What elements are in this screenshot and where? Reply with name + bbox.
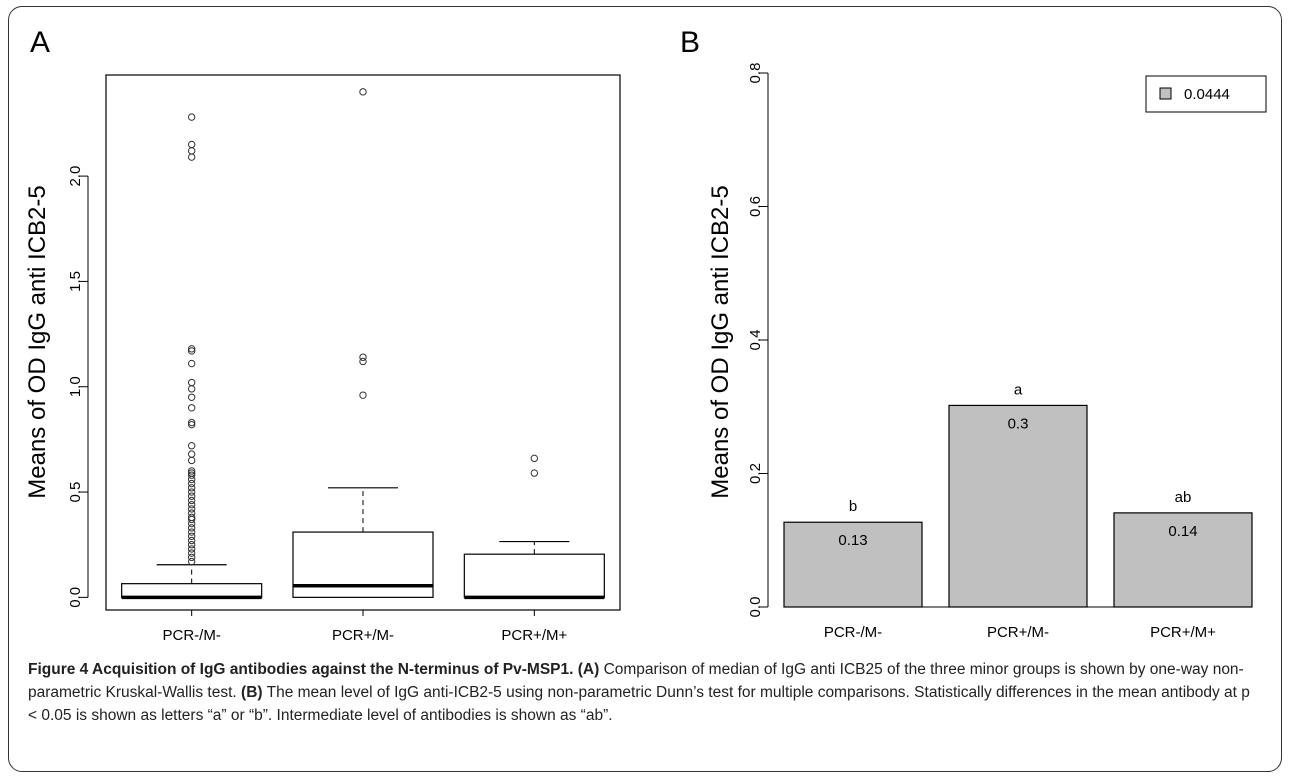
- figure-svg: A 0.0 0.5 1.0 1.5 2.0 PCR-/M- PCR+/M- PCR+/M+ …: [24, 26, 1267, 644]
- outlier-point: [187, 545, 196, 553]
- outlier-point: [187, 467, 196, 475]
- panel-a-y-axis-label: Means of OD IgG anti ICB2-5: [24, 185, 51, 498]
- y-tick-label: 0.4: [747, 330, 764, 351]
- outlier-point: [187, 496, 196, 505]
- significance-letter: a: [1014, 381, 1023, 398]
- outlier-point: [187, 385, 196, 393]
- legend-label: 0.0444: [1184, 86, 1230, 103]
- significance-letter: b: [849, 498, 857, 515]
- x-tick-label: PCR-/M-: [824, 624, 882, 641]
- y-tick-label: 0.8: [747, 63, 764, 84]
- y-tick-label: 1.5: [67, 271, 84, 292]
- outlier-point: [359, 88, 367, 96]
- caption-a-tag: (A): [577, 661, 600, 678]
- outlier-point: [187, 456, 196, 465]
- outlier-point: [187, 147, 196, 155]
- outlier-point: [187, 359, 196, 368]
- bar-value-label: 0.13: [838, 532, 867, 549]
- outlier-point: [187, 347, 196, 355]
- outlier-point: [187, 505, 196, 513]
- bar-value-label: 0.3: [1008, 415, 1029, 432]
- panel-b-letter: B: [680, 26, 700, 59]
- figure-frame: [8, 6, 1282, 772]
- caption-title: Figure 4 Acquisition of IgG antibodies a…: [28, 661, 574, 678]
- significance-letter: ab: [1175, 489, 1192, 506]
- outlier-point: [187, 549, 196, 557]
- outlier-point: [359, 357, 367, 366]
- outlier-point: [187, 479, 196, 488]
- outlier-point: [187, 378, 196, 387]
- outlier-point: [530, 469, 539, 477]
- x-tick-label: PCR+/M-: [987, 624, 1049, 641]
- legend-swatch: [1159, 87, 1172, 100]
- outlier-point: [187, 404, 196, 412]
- outlier-point: [187, 528, 196, 536]
- outlier-point: [530, 454, 539, 463]
- x-tick-label: PCR+/M+: [1150, 624, 1216, 641]
- panel-b-bars: 0.13 b 0.3 a 0.14 ab: [783, 381, 1253, 608]
- outlier-point: [187, 553, 196, 562]
- y-tick-label: 1.0: [67, 376, 84, 397]
- outlier-point: [187, 536, 196, 545]
- outlier-point: [187, 420, 196, 429]
- panel-b-y-axis-label: Means of OD IgG anti ICB2-5: [707, 185, 734, 498]
- outlier-point: [187, 500, 196, 509]
- panel-a-letter: A: [30, 26, 50, 59]
- box-PCR-/M-: [121, 113, 263, 600]
- panel-b-x-axis: PCR-/M- PCR+/M- PCR+/M+: [824, 624, 1216, 641]
- y-tick-label: 0.5: [67, 482, 84, 503]
- outlier-point: [187, 442, 196, 450]
- box-PCR+/M-: [292, 88, 434, 598]
- outlier-point: [187, 113, 196, 121]
- outlier-point: [187, 475, 196, 484]
- box-iqr: [292, 531, 434, 598]
- outlier-point: [187, 393, 196, 401]
- y-tick-label: 0.2: [747, 463, 764, 484]
- outlier-point: [187, 532, 196, 540]
- outlier-point: [187, 524, 196, 532]
- bar-PCR+/M-: [948, 404, 1088, 608]
- panel-a-boxes: [121, 88, 605, 600]
- box-iqr: [121, 583, 263, 598]
- outlier-point: [187, 471, 196, 479]
- x-tick-label: PCR+/M+: [501, 627, 567, 644]
- box-iqr: [463, 553, 605, 598]
- outlier-point: [359, 353, 367, 361]
- caption-b-tag: (B): [241, 684, 263, 701]
- outlier-point: [359, 391, 367, 399]
- outlier-point: [187, 450, 196, 458]
- bar-PCR-/M-: [783, 521, 923, 608]
- panel-a-boxplot: 0.0 0.5 1.0 1.5 2.0 PCR-/M- PCR+/M- PCR+/M+ Me…: [24, 74, 621, 644]
- outlier-point: [187, 515, 196, 524]
- x-tick-label: PCR+/M-: [332, 627, 394, 644]
- outlier-point: [187, 140, 196, 149]
- box-PCR+/M+: [463, 454, 605, 600]
- y-tick-label: 2.0: [67, 166, 84, 187]
- y-tick-label: 0.6: [747, 196, 764, 217]
- figure-caption: Figure 4 Acquisition of IgG antibodies a…: [28, 658, 1262, 727]
- outlier-point: [187, 519, 196, 528]
- outlier-point: [187, 488, 196, 496]
- y-tick-label: 0.0: [747, 597, 764, 618]
- outlier-point: [187, 541, 196, 549]
- bar-PCR+/M+: [1113, 512, 1253, 608]
- bar-value-label: 0.14: [1168, 523, 1197, 540]
- x-tick-label: PCR-/M-: [163, 627, 221, 644]
- y-tick-label: 0.0: [67, 587, 84, 608]
- outlier-point: [187, 492, 196, 500]
- outlier-point: [187, 418, 196, 427]
- panel-b-y-axis: 0.0 0.2 0.4 0.6 0.8: [747, 63, 769, 618]
- outlier-point: [187, 557, 196, 566]
- outlier-point: [187, 153, 196, 161]
- panel-a-y-axis: 0.0 0.5 1.0 1.5 2.0: [67, 166, 89, 608]
- outlier-point: [187, 345, 196, 353]
- caption-b-text: The mean level of IgG anti-ICB2-5 using …: [28, 684, 1250, 724]
- caption-a-text: Comparison of median of IgG anti ICB25 o…: [28, 661, 1244, 701]
- panel-b-legend: 0.0444: [1145, 75, 1267, 113]
- outlier-point: [187, 484, 196, 492]
- panel-a-x-axis: PCR-/M- PCR+/M- PCR+/M+: [163, 610, 567, 644]
